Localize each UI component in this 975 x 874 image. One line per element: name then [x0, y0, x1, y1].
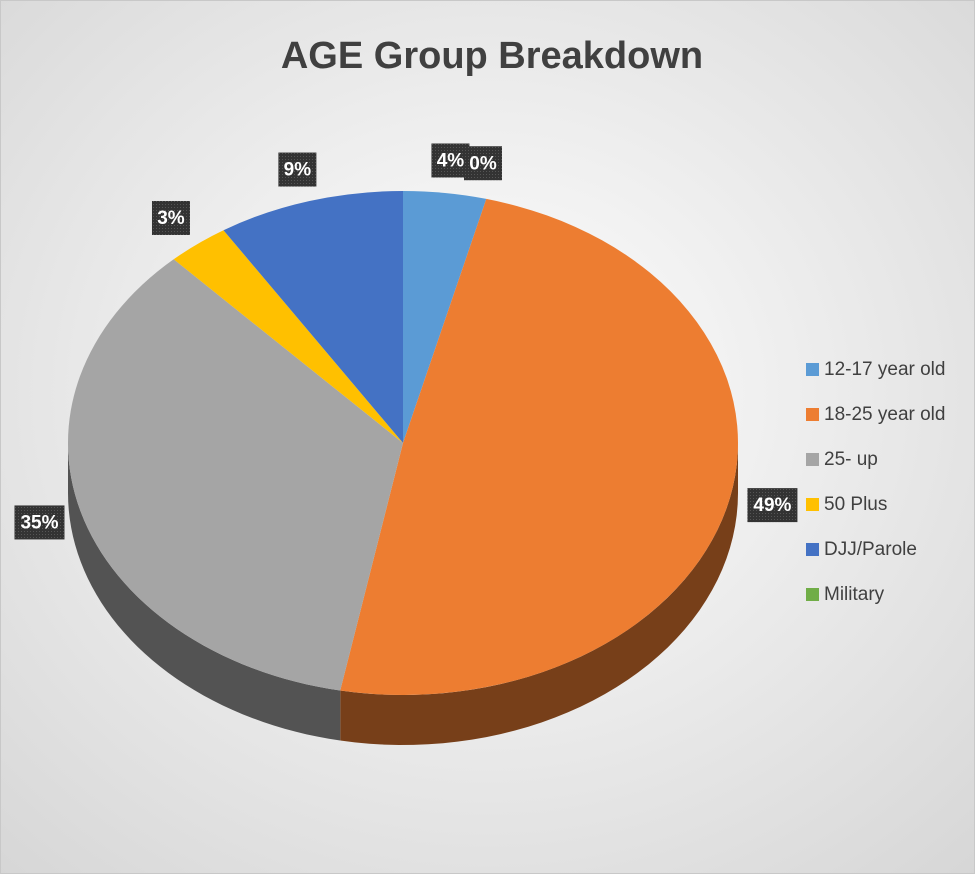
pie-side	[340, 443, 738, 745]
legend-swatch	[806, 363, 819, 376]
legend-swatch	[806, 588, 819, 601]
pie	[67, 191, 739, 745]
data-label: 49%	[753, 495, 791, 516]
legend-swatch	[806, 498, 819, 511]
chart-title: AGE Group Breakdown	[281, 35, 703, 77]
data-label-box	[278, 152, 317, 187]
legend-swatch	[806, 543, 819, 556]
data-label: 4%	[437, 151, 465, 172]
legend-label: 18-25 year old	[824, 404, 945, 425]
legend-swatch	[806, 453, 819, 466]
pie-slice	[173, 230, 403, 443]
data-label-box	[151, 200, 190, 235]
data-labels: 4% 49% 35% 3% 9% 0%	[14, 143, 798, 540]
data-label: 9%	[284, 160, 312, 181]
legend-label: Military	[824, 584, 885, 605]
data-label-box	[464, 146, 502, 181]
legend: 12-17 year old 18-25 year old 25- up 50 Plu…	[806, 359, 945, 605]
pie-slice	[403, 191, 487, 443]
legend-label: 25- up	[824, 449, 878, 470]
pie-slice	[223, 191, 403, 443]
legend-label: 12-17 year old	[824, 359, 945, 380]
legend-label: 50 Plus	[824, 494, 887, 515]
data-label: 35%	[20, 512, 58, 533]
legend-label: DJJ/Parole	[824, 539, 917, 560]
pie-slice	[340, 198, 739, 696]
pie-slice	[67, 259, 404, 691]
data-label: 3%	[157, 208, 185, 229]
data-label: 0%	[469, 153, 497, 174]
data-label-box	[747, 488, 798, 523]
data-label-box	[14, 505, 65, 540]
pie-side	[68, 443, 341, 741]
legend-swatch	[806, 408, 819, 421]
data-label-box	[431, 143, 470, 178]
